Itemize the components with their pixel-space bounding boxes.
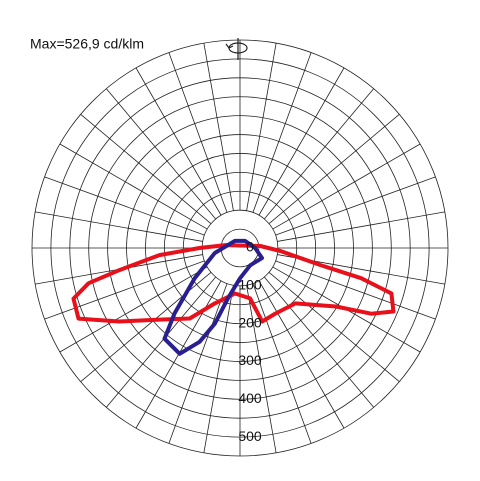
grid-spoke [258, 67, 345, 216]
grid-spoke [135, 67, 222, 216]
grid-spoke [268, 113, 400, 224]
grid-spoke [246, 285, 277, 453]
grid-spoke [80, 113, 212, 224]
rotation-icon [225, 38, 248, 60]
grid-spoke [59, 143, 208, 230]
grid-spoke [105, 88, 216, 220]
grid-spoke [275, 176, 436, 236]
r-tick-label: 0 [246, 239, 254, 255]
grid-spoke [35, 211, 203, 242]
grid-spoke [44, 176, 205, 236]
grid-spoke [203, 43, 234, 211]
grid-spoke [277, 211, 445, 242]
intensity-curve [162, 238, 264, 356]
grid-spoke [264, 276, 375, 408]
r-tick-label: 100 [238, 277, 262, 293]
grid-spoke [105, 276, 216, 408]
grid-spoke [246, 43, 277, 211]
grid-spoke [59, 266, 208, 353]
r-tick-label: 300 [238, 352, 262, 368]
grid-spoke [168, 52, 228, 213]
grid-spoke [258, 280, 345, 429]
grid-spoke [275, 260, 436, 320]
grid-spoke [268, 272, 400, 383]
intensity-curve [71, 243, 396, 324]
r-tick-label: 200 [238, 314, 262, 330]
grid-spoke [203, 285, 234, 453]
chart-title: Max=526,9 cd/klm [30, 36, 144, 52]
grid-spoke [264, 88, 375, 220]
grid-spoke [252, 52, 312, 213]
grid-spoke [80, 272, 212, 383]
r-tick-label: 500 [238, 428, 262, 444]
grid-spoke [168, 283, 228, 444]
grid-spoke [44, 260, 205, 320]
grid-spoke [252, 283, 312, 444]
r-tick-label: 400 [238, 390, 262, 406]
grid-spoke [272, 143, 421, 230]
